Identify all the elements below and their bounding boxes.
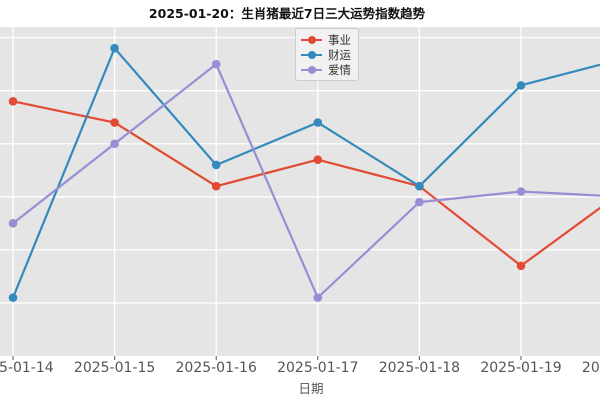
x-tick-label: 2025-01-15 bbox=[73, 360, 156, 376]
x-tick-label: 2025-01-14 bbox=[0, 360, 54, 376]
legend-item-爱情: 爱情 bbox=[301, 62, 351, 77]
legend-line-dot-icon bbox=[301, 35, 322, 44]
data-point-爱情 bbox=[8, 219, 18, 228]
data-point-财运 bbox=[516, 81, 526, 90]
data-point-爱情 bbox=[516, 187, 526, 196]
x-axis-title: 日期 bbox=[298, 381, 324, 396]
data-point-财运 bbox=[313, 118, 323, 127]
data-point-财运 bbox=[415, 181, 424, 191]
legend: 事业 财运 爱情 bbox=[295, 28, 359, 81]
x-tick-label: 2025-01-19 bbox=[480, 360, 562, 376]
legend-label: 事业 bbox=[328, 32, 351, 47]
x-tick-label: 2025-01-20 bbox=[581, 360, 600, 376]
x-tick-label: 2025-01-16 bbox=[175, 360, 257, 376]
data-point-财运 bbox=[8, 293, 18, 302]
chart-title: 2025-01-20：生肖猪最近7日三大运势指数趋势 bbox=[148, 6, 426, 21]
data-point-事业 bbox=[110, 118, 119, 127]
x-tick-label: 2025-01-17 bbox=[277, 360, 359, 376]
data-point-事业 bbox=[313, 155, 323, 164]
legend-label: 财运 bbox=[328, 47, 351, 62]
legend-line-dot-icon bbox=[301, 65, 322, 74]
legend-item-财运: 财运 bbox=[301, 47, 351, 62]
data-point-财运 bbox=[110, 43, 119, 53]
data-point-爱情 bbox=[415, 197, 424, 207]
data-point-财运 bbox=[211, 160, 221, 170]
data-point-事业 bbox=[8, 96, 18, 106]
x-tick-label: 2025-01-18 bbox=[378, 360, 461, 376]
data-point-爱情 bbox=[110, 139, 119, 149]
data-point-事业 bbox=[211, 181, 221, 191]
data-point-事业 bbox=[516, 261, 526, 271]
legend-label: 爱情 bbox=[328, 62, 351, 77]
data-point-爱情 bbox=[211, 59, 221, 69]
data-point-爱情 bbox=[313, 293, 323, 302]
legend-line-dot-icon bbox=[301, 50, 322, 59]
legend-item-事业: 事业 bbox=[301, 32, 351, 47]
